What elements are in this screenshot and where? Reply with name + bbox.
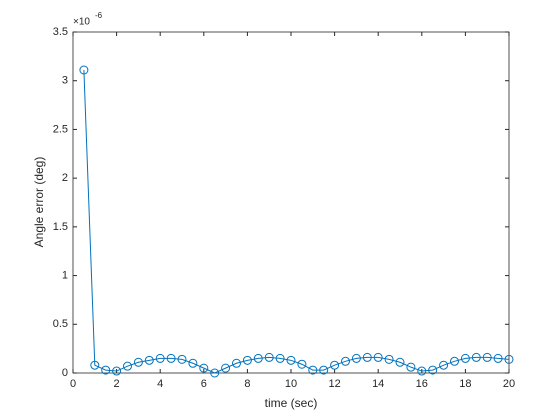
data-point (450, 356, 459, 366)
data-point (133, 357, 143, 367)
x-tick-label: 16 (416, 378, 428, 390)
data-point (471, 352, 481, 362)
x-tick-label: 0 (70, 378, 76, 390)
data-point (221, 363, 231, 373)
data-point (177, 354, 187, 364)
y-tick-label: 2.5 (53, 123, 68, 135)
y-tick-label: 0 (62, 367, 68, 379)
data-point (286, 355, 296, 365)
data-point (341, 356, 350, 366)
x-tick-label: 4 (157, 378, 163, 390)
x-tick-label: 2 (114, 378, 120, 390)
data-point (264, 352, 274, 362)
data-point (417, 366, 427, 376)
x-tick-label: 6 (201, 378, 207, 390)
data-point (406, 362, 416, 372)
data-point (351, 353, 361, 363)
data-point (123, 361, 132, 371)
data-point (373, 352, 383, 362)
data-point (253, 353, 263, 363)
x-axis-label: time (sec) (265, 396, 318, 410)
data-point (166, 353, 176, 363)
y-tick-label: 2 (62, 172, 68, 184)
series-line (83, 69, 510, 374)
data-point (362, 352, 372, 362)
data-point (199, 363, 209, 373)
data-point (460, 353, 470, 363)
y-multiplier: ×10 (73, 17, 90, 28)
data-point (482, 352, 492, 362)
x-tick-label: 12 (328, 378, 340, 390)
x-tick-label: 14 (372, 378, 384, 390)
x-tick-label: 18 (459, 378, 471, 390)
data-point (101, 365, 111, 375)
data-point (330, 360, 340, 370)
data-point (242, 355, 252, 365)
plot-box (72, 31, 510, 374)
x-tick-label: 8 (244, 378, 250, 390)
x-tick-label: 10 (285, 378, 297, 390)
data-point (79, 65, 89, 75)
data-point (395, 357, 405, 367)
data-point (504, 354, 514, 364)
data-point (439, 360, 449, 370)
data-point (319, 365, 329, 375)
data-point (232, 358, 241, 368)
data-point (493, 353, 503, 363)
y-axis-label: Angle error (deg) (32, 157, 46, 248)
y-tick-label: 3 (62, 75, 68, 87)
data-point (188, 358, 198, 368)
data-point (155, 353, 165, 363)
y-exponent: -6 (95, 11, 103, 20)
data-point (384, 354, 394, 364)
data-point (112, 366, 122, 376)
x-tick-label: 20 (503, 378, 515, 390)
data-point (210, 368, 220, 378)
y-tick-label: 3.5 (53, 26, 68, 38)
data-point (428, 365, 438, 375)
data-point (90, 360, 100, 370)
y-tick-label: 0.5 (53, 318, 68, 330)
data-point (144, 355, 154, 365)
data-point (297, 359, 307, 369)
data-point (275, 353, 285, 363)
y-tick-label: 1 (62, 269, 68, 281)
y-tick-label: 1.5 (53, 221, 68, 233)
data-point (308, 365, 318, 375)
